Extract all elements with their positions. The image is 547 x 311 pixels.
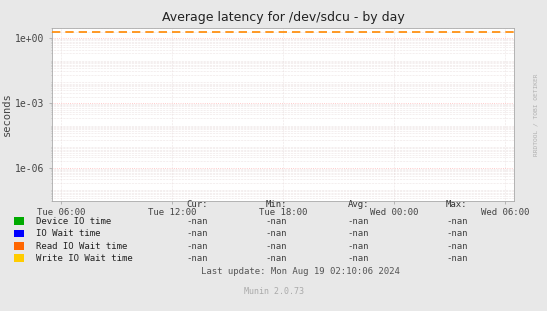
Text: -nan: -nan [186, 217, 208, 225]
Text: -nan: -nan [265, 217, 287, 225]
Title: Average latency for /dev/sdcu - by day: Average latency for /dev/sdcu - by day [162, 11, 404, 24]
Text: Cur:: Cur: [186, 200, 208, 209]
Text: -nan: -nan [265, 229, 287, 238]
Text: Write IO Wait time: Write IO Wait time [36, 254, 132, 263]
Text: -nan: -nan [186, 229, 208, 238]
Text: -nan: -nan [446, 229, 468, 238]
Text: -nan: -nan [446, 242, 468, 250]
Text: Last update: Mon Aug 19 02:10:06 2024: Last update: Mon Aug 19 02:10:06 2024 [201, 267, 400, 276]
Y-axis label: seconds: seconds [2, 92, 12, 136]
Text: -nan: -nan [347, 229, 369, 238]
Text: Avg:: Avg: [347, 200, 369, 209]
Text: Munin 2.0.73: Munin 2.0.73 [243, 287, 304, 296]
Text: -nan: -nan [186, 254, 208, 263]
Text: -nan: -nan [265, 254, 287, 263]
Text: -nan: -nan [446, 217, 468, 225]
Text: Min:: Min: [265, 200, 287, 209]
Text: -nan: -nan [446, 254, 468, 263]
Text: RRDTOOL / TOBI OETIKER: RRDTOOL / TOBI OETIKER [534, 74, 539, 156]
Text: Read IO Wait time: Read IO Wait time [36, 242, 127, 250]
Text: Device IO time: Device IO time [36, 217, 111, 225]
Text: -nan: -nan [186, 242, 208, 250]
Text: Max:: Max: [446, 200, 468, 209]
Text: -nan: -nan [347, 217, 369, 225]
Text: -nan: -nan [265, 242, 287, 250]
Text: IO Wait time: IO Wait time [36, 229, 100, 238]
Text: -nan: -nan [347, 242, 369, 250]
Text: -nan: -nan [347, 254, 369, 263]
